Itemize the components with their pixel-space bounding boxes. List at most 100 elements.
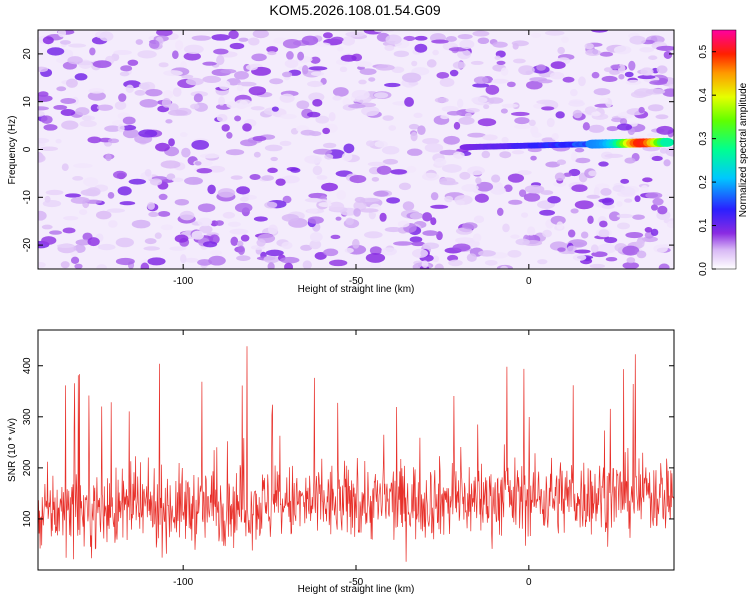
heatmap-cell (512, 42, 519, 50)
heatmap-cell (481, 150, 491, 159)
heatmap-cell (191, 230, 205, 240)
heatmap-cell (234, 115, 242, 122)
heatmap-cell (267, 262, 275, 269)
heatmap-cell (458, 116, 475, 125)
heatmap-cell (530, 155, 537, 161)
heatmap-cell (601, 75, 618, 82)
heatmap-cell (598, 229, 610, 238)
heatmap-cell (113, 49, 132, 55)
heatmap-cell (60, 261, 70, 269)
heatmap-cell (75, 107, 90, 116)
heatmap-cell (544, 30, 565, 36)
heatmap-cell (441, 164, 462, 173)
heatmap-cell (537, 79, 553, 84)
heatmap-cell (332, 95, 342, 101)
heatmap-cell (229, 228, 249, 235)
heatmap-cell (515, 238, 530, 246)
heatmap-cell (503, 184, 513, 193)
heatmap-cell (355, 61, 373, 68)
heatmap-cell (339, 66, 348, 73)
heatmap-cell (181, 74, 194, 79)
heatmap-cell (99, 31, 114, 42)
heatmap-cell (160, 160, 181, 169)
heatmap-cell (155, 142, 170, 152)
heatmap-cell (352, 238, 360, 249)
heatmap-cell (385, 34, 402, 45)
heatmap-cell (500, 108, 508, 114)
heatmap-cell (324, 153, 334, 160)
heatmap-cell (168, 103, 179, 112)
heatmap-cell (658, 263, 670, 269)
heatmap-cell (649, 80, 668, 86)
heatmap-cell (470, 60, 484, 65)
heatmap-cell (501, 136, 509, 144)
heatmap-cell (434, 97, 449, 103)
heatmap-cell (308, 92, 325, 102)
heatmap-cell (154, 232, 162, 239)
heatmap-cell (523, 192, 541, 202)
heatmap-cell (571, 151, 578, 162)
heatmap-cell (589, 263, 606, 269)
heatmap-cell (404, 97, 414, 107)
heatmap-cell (42, 36, 54, 45)
heatmap-cell (286, 51, 294, 60)
heatmap-cell (373, 190, 389, 197)
heatmap-cell (491, 174, 501, 183)
heatmap-cell (169, 246, 187, 251)
y-tick-label: -20 (22, 237, 33, 252)
colorbar-tick-label: 0.3 (698, 131, 709, 145)
heatmap-cell (253, 151, 261, 158)
heatmap-cell (230, 236, 239, 247)
y-tick-label: 400 (22, 357, 33, 374)
heatmap-cell (185, 77, 204, 86)
heatmap-cell (329, 259, 348, 267)
heatmap-cell (284, 59, 299, 68)
heatmap-cell (545, 161, 561, 168)
heatmap-cell (628, 60, 636, 71)
heatmap-cell (322, 32, 333, 39)
heatmap-cell (202, 241, 218, 248)
heatmap-cell (74, 263, 83, 269)
heatmap-cell (384, 227, 403, 233)
heatmap-cell (248, 86, 267, 96)
heatmap-cell (625, 79, 642, 85)
heatmap-cell (38, 210, 47, 221)
heatmap-cell (284, 262, 294, 269)
colorbar-ticks: 0.0 0.1 0.2 0.3 0.4 0.5 (698, 44, 716, 276)
heatmap-cell (140, 262, 150, 269)
heatmap-cell (312, 165, 323, 176)
spectrogram-x-ticks: -100 -50 0 (173, 30, 532, 287)
heatmap-cell (421, 172, 440, 181)
heatmap-cell (483, 104, 490, 110)
heatmap-cell (422, 212, 433, 222)
colorbar-gradient (712, 30, 736, 269)
y-tick-label: 200 (22, 459, 33, 476)
heatmap-cell (554, 172, 566, 181)
heatmap-cell (264, 144, 283, 152)
heatmap-cell (358, 79, 367, 85)
heatmap-cell (381, 247, 397, 256)
spectrogram-heatmap (38, 30, 674, 269)
heatmap-cell (626, 257, 636, 264)
heatmap-cell (336, 189, 347, 200)
heatmap-cell (256, 238, 266, 247)
heatmap-cell (194, 161, 202, 166)
heatmap-cell (70, 256, 80, 264)
heatmap-cell (562, 76, 575, 83)
heatmap-cell (226, 132, 233, 139)
heatmap-cell (249, 174, 261, 181)
snr-y-ticks: 100 200 300 400 (22, 357, 674, 527)
heatmap-cell (371, 176, 380, 182)
heatmap-cell (38, 66, 49, 73)
x-tick-label: 0 (526, 577, 532, 588)
heatmap-cell (645, 88, 666, 95)
heatmap-cell (401, 72, 422, 83)
heatmap-cell (424, 143, 444, 153)
x-tick-label: -50 (349, 276, 364, 287)
heatmap-cell (280, 113, 297, 120)
heatmap-cell (556, 159, 567, 165)
heatmap-cell (202, 61, 217, 66)
heatmap-cell (601, 204, 615, 210)
heatmap-cell (41, 224, 53, 230)
heatmap-cell (379, 212, 387, 222)
